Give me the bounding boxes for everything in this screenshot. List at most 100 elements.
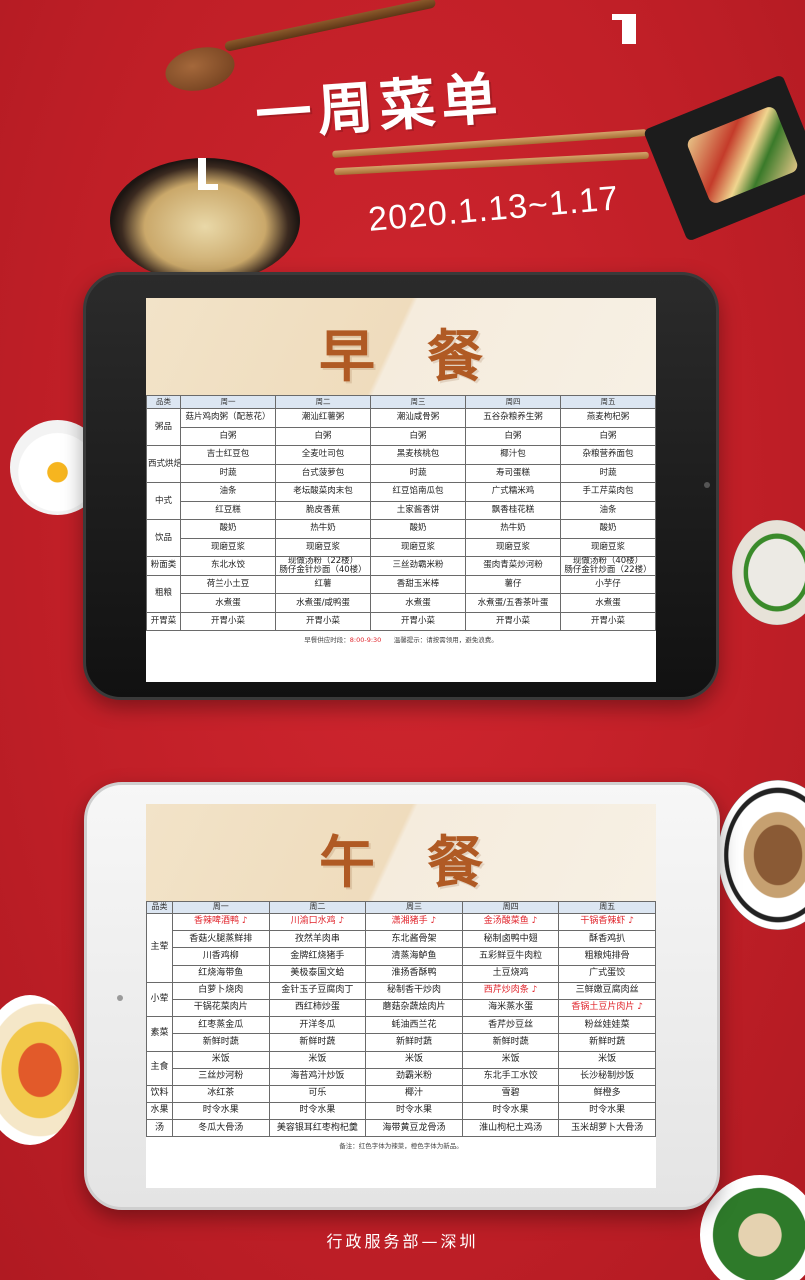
lunch-col-header: 周二 <box>268 901 367 914</box>
breakfast-dish-cell: 现磨豆浆 <box>180 537 276 557</box>
breakfast-dish-cell: 热牛奶 <box>465 519 561 539</box>
lunch-col-header: 品类 <box>146 901 173 914</box>
lunch-dish-cell: 新鲜时蔬 <box>461 1033 560 1052</box>
chili-icon: ♪ <box>528 916 538 927</box>
chili-icon: ♪ <box>239 916 248 927</box>
breakfast-dish-cell: 酸奶 <box>370 519 466 539</box>
lunch-dish-cell: 西芹炒肉条 ♪ <box>461 981 560 1000</box>
tablet-camera <box>704 482 710 488</box>
breakfast-table-row: 开胃菜 开胃小菜 开胃小菜 开胃小菜 开胃小菜 开胃小菜 <box>146 611 656 632</box>
breakfast-dish-cell: 三丝劲霸米粉 <box>370 556 466 576</box>
breakfast-dish-cell: 酸奶 <box>560 519 656 539</box>
lunch-table-row: 饮料 冰红茶 可乐 椰汁 雪碧 鲜橙多 <box>146 1084 656 1104</box>
breakfast-dish-cell: 水煮蛋 <box>560 593 656 613</box>
breakfast-dish-cell: 白粥 <box>370 426 466 446</box>
chili-icon: ♪ <box>335 916 345 927</box>
lunch-screen: 午餐 品类 周一 周二 周三 周四 周五 主荤 香辣啤酒鸭 ♪ 川渝口水鸡 ♪ 潇湘猪手 ♪ 金汤… <box>146 804 656 1188</box>
lunch-dish-cell: 时令水果 <box>365 1102 463 1121</box>
breakfast-dish-cell: 土家酱香饼 <box>370 500 466 520</box>
lunch-col-header: 周一 <box>172 901 270 914</box>
lunch-dish-cell: 椰汁 <box>365 1084 463 1104</box>
breakfast-dish-cell: 白粥 <box>465 426 561 446</box>
lunch-dish-cell: 时令水果 <box>172 1102 270 1121</box>
lunch-table-row: 川香鸡柳 金牌红烧猪手 清蒸海鲈鱼 五彩鲜豆牛肉粒 粗粮炖排骨 <box>147 947 656 966</box>
breakfast-col-header: 周二 <box>275 395 371 409</box>
breakfast-dish-cell: 时蔬 <box>560 463 656 483</box>
breakfast-dish-cell: 潮汕红薯粥 <box>275 408 371 428</box>
lunch-table-row: 汤冬瓜大骨汤 美容银耳红枣枸杞羹 海带黄豆龙骨汤 淮山枸杞土鸡汤 玉米胡萝卜大骨汤 <box>146 1119 656 1138</box>
lunch-dish-cell: 米饭 <box>268 1050 367 1069</box>
breakfast-dish-cell: 油条 <box>180 482 276 502</box>
lunch-dish-cell: 蚝油西兰花 <box>365 1016 463 1035</box>
lunch-dish-cell: 三丝炒河粉 <box>172 1067 270 1086</box>
lunch-dish-cell: 蘑菇杂蔬烩肉片 <box>365 998 463 1018</box>
breakfast-hours-label: 早餐供应时段： <box>304 636 350 645</box>
lunch-table-row: 干锅花菜肉片 西红柿炒蛋 蘑菇杂蔬烩肉片 海米蒸水蛋 香锅土豆片肉片 ♪ <box>147 998 656 1018</box>
lunch-dish-cell: 美极泰国文蛤 <box>268 964 367 983</box>
breakfast-dish-cell: 燕麦枸杞粥 <box>560 408 656 428</box>
breakfast-dish-cell: 飘香桂花糕 <box>465 500 561 520</box>
lunch-table: 品类 周一 周二 周三 周四 周五 主荤 香辣啤酒鸭 ♪ 川渝口水鸡 ♪ 潇湘猪手 ♪ 金汤酸菜鱼… <box>146 901 656 1138</box>
breakfast-dish-cell: 小芋仔 <box>560 574 656 595</box>
lunch-dish-cell: 金汤酸菜鱼 ♪ <box>461 912 560 932</box>
lunch-dish-cell: 清蒸海鲈鱼 <box>365 947 463 966</box>
breakfast-dish-cell: 水煮蛋/五香茶叶蛋 <box>465 593 561 613</box>
breakfast-dish-cell: 开胃小菜 <box>560 611 656 632</box>
lunch-dish-cell: 干锅花菜肉片 <box>172 998 270 1018</box>
chili-icon: ♪ <box>528 985 538 996</box>
breakfast-dish-cell: 白粥 <box>180 426 276 446</box>
breakfast-category-cell: 中式 <box>146 482 181 520</box>
breakfast-col-header: 品类 <box>146 395 181 409</box>
breakfast-dish-cell: 酸奶 <box>180 519 276 539</box>
lunch-dish-cell: 粗粮炖排骨 <box>558 947 656 966</box>
lunch-dish-cell: 西红柿炒蛋 <box>268 998 367 1018</box>
lunch-dish-cell: 冬瓜大骨汤 <box>172 1119 270 1138</box>
breakfast-table-row: 时蔬 台式菠萝包 时蔬 寿司蛋糕 时蔬 <box>147 463 656 483</box>
breakfast-footnote: 早餐供应时段：8:00-9:30 温馨提示：请按需领用，避免浪费。 <box>146 631 656 644</box>
lunch-dish-cell: 红枣蒸金瓜 <box>172 1016 270 1035</box>
breakfast-dish-cell: 水煮蛋 <box>180 593 276 613</box>
lunch-col-header: 周四 <box>461 901 560 914</box>
breakfast-table-row: 粉面类 东北水饺 现做汤粉（22楼） 肠仔金针炒面（40楼） 三丝劲霸米粉 蛋肉青菜炒河粉… <box>146 556 656 576</box>
lunch-table-row: 主荤 香辣啤酒鸭 ♪ 川渝口水鸡 ♪ 潇湘猪手 ♪ 金汤酸菜鱼 ♪ 干锅香辣虾 ♪ <box>146 912 656 983</box>
breakfast-dish-cell: 油条 <box>560 500 656 520</box>
lunch-category-cell: 小荤 <box>146 981 173 1018</box>
lunch-dish-cell: 长沙秘制炒饭 <box>558 1067 656 1086</box>
breakfast-dish-cell: 开胃小菜 <box>180 611 276 632</box>
lunch-dish-cell: 香辣啤酒鸭 ♪ <box>172 912 270 932</box>
lunch-dish-cell: 红烧海带鱼 <box>172 964 270 983</box>
lunch-dish-cell: 劲霸米粉 <box>365 1067 463 1086</box>
decor-mark <box>612 14 632 20</box>
decor-mark <box>622 14 636 44</box>
lunch-dish-cell: 白萝卜烧肉 <box>172 981 270 1000</box>
breakfast-table-row: 中式 油条 老坛酸菜肉末包 红豆馅南瓜包 广式糯米鸡 手工芹菜肉包 <box>146 482 656 520</box>
congee-bowl-image <box>732 520 805 625</box>
breakfast-dish-cell: 香甜玉米棒 <box>370 574 466 595</box>
breakfast-dish-cell: 红豆糕 <box>180 500 276 520</box>
lunch-banner: 午餐 <box>146 804 656 901</box>
lunch-table-row: 新鲜时蔬 新鲜时蔬 新鲜时蔬 新鲜时蔬 新鲜时蔬 <box>147 1033 656 1052</box>
lunch-dish-cell: 新鲜时蔬 <box>558 1033 656 1052</box>
breakfast-dish-cell: 菇片鸡肉粥（配葱花） <box>180 408 276 428</box>
lunch-dish-cell: 米饭 <box>461 1050 560 1069</box>
lunch-dish-cell: 五彩鲜豆牛肉粒 <box>461 947 560 966</box>
breakfast-dish-cell: 东北水饺 <box>180 556 276 576</box>
breakfast-dish-cell: 时蔬 <box>180 463 276 483</box>
breakfast-dish-cell: 开胃小菜 <box>370 611 466 632</box>
lunch-table-row: 水果 时令水果 时令水果 时令水果 时令水果 时令水果 <box>146 1102 656 1121</box>
lunch-dish-cell: 新鲜时蔬 <box>268 1033 367 1052</box>
breakfast-dish-cell: 台式菠萝包 <box>275 463 371 483</box>
breakfast-dish-cell: 杂粮营养面包 <box>560 445 656 465</box>
breakfast-dish-cell: 荷兰小土豆 <box>180 574 276 595</box>
breakfast-table-row: 粥品 菇片鸡肉粥（配葱花） 潮汕红薯粥 潮汕咸骨粥 五谷杂粮养生粥 燕麦枸杞粥 <box>146 408 656 446</box>
breakfast-dish-cell: 白粥 <box>560 426 656 446</box>
breakfast-dish-cell: 时蔬 <box>370 463 466 483</box>
breakfast-dish-cell: 红豆馅南瓜包 <box>370 482 466 502</box>
lunch-dish-cell: 淮山枸杞土鸡汤 <box>461 1119 560 1138</box>
lunch-dish-cell: 三鲜嫩豆腐肉丝 <box>558 981 656 1000</box>
stir-fry-plate-image <box>718 780 805 930</box>
breakfast-table-row: 粗粮 荷兰小土豆 红薯 香甜玉米棒 薯仔 小芋仔 <box>146 574 656 613</box>
breakfast-dish-cell: 现磨豆浆 <box>370 537 466 557</box>
lunch-table-row: 三丝炒河粉 海苔鸡汁炒饭 劲霸米粉 东北手工水饺 长沙秘制炒饭 <box>147 1067 656 1086</box>
breakfast-dish-cell: 广式糯米鸡 <box>465 482 561 502</box>
